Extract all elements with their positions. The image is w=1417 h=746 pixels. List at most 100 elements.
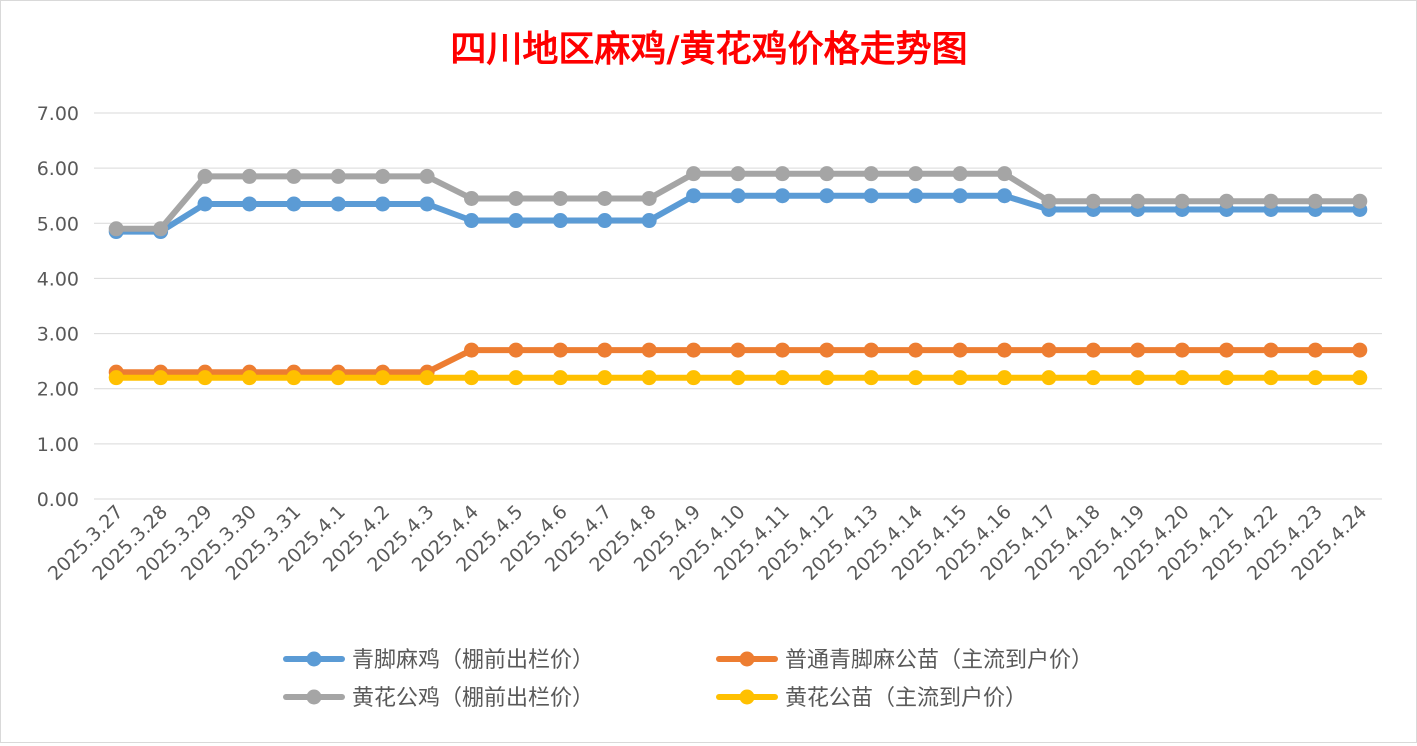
data-point (1041, 370, 1057, 386)
data-point (286, 168, 302, 184)
data-point (1263, 193, 1279, 209)
data-point (686, 188, 702, 204)
data-point (996, 188, 1012, 204)
data-point (419, 370, 435, 386)
data-point (241, 370, 257, 386)
data-point (464, 370, 480, 386)
data-point (952, 342, 968, 358)
series-group (108, 166, 1368, 386)
data-point (552, 190, 568, 206)
data-point (375, 196, 391, 212)
data-point (597, 213, 613, 229)
data-point (774, 188, 790, 204)
data-point (1307, 193, 1323, 209)
data-point (1130, 370, 1146, 386)
data-point (153, 370, 169, 386)
data-point (996, 370, 1012, 386)
data-point (1041, 342, 1057, 358)
data-point (197, 168, 213, 184)
data-point (330, 370, 346, 386)
data-point (1130, 342, 1146, 358)
data-point (108, 221, 124, 237)
data-point (641, 342, 657, 358)
data-point (863, 166, 879, 182)
data-point (330, 168, 346, 184)
data-point (1041, 193, 1057, 209)
data-point (774, 342, 790, 358)
data-point (1352, 370, 1368, 386)
data-point (641, 190, 657, 206)
data-point (686, 342, 702, 358)
data-point (464, 342, 480, 358)
data-point (286, 196, 302, 212)
y-tick-label: 3.00 (37, 324, 79, 346)
data-point (641, 370, 657, 386)
data-point (819, 370, 835, 386)
y-tick-label: 4.00 (37, 268, 79, 290)
gridlines (94, 112, 1382, 500)
data-point (286, 370, 302, 386)
data-point (1219, 193, 1235, 209)
data-point (1130, 193, 1146, 209)
data-point (330, 196, 346, 212)
chart-title: 四川地区麻鸡/黄花鸡价格走势图 (450, 29, 967, 70)
data-point (774, 166, 790, 182)
data-point (863, 370, 879, 386)
y-axis-ticks: 0.00 1.00 2.00 3.00 4.00 5.00 6.00 7.00 (37, 103, 79, 511)
legend-swatch-marker (739, 651, 755, 667)
data-point (908, 188, 924, 204)
legend: 青脚麻鸡（棚前出栏价） 普通青脚麻公苗（主流到户价） 黄花公鸡（棚前出栏价） 黄花公苗… (283, 648, 1093, 711)
legend-label: 黄花公苗（主流到户价） (785, 686, 1027, 711)
data-point (1174, 193, 1190, 209)
data-point (508, 213, 524, 229)
data-point (863, 342, 879, 358)
data-point (419, 196, 435, 212)
data-point (1085, 342, 1101, 358)
data-point (108, 370, 124, 386)
legend-label: 青脚麻鸡（棚前出栏价） (352, 648, 594, 673)
y-tick-label: 7.00 (37, 103, 79, 125)
data-point (1174, 342, 1190, 358)
data-point (686, 166, 702, 182)
legend-label: 黄花公鸡（棚前出栏价） (352, 686, 594, 711)
data-point (241, 168, 257, 184)
y-tick-label: 5.00 (37, 213, 79, 235)
data-point (597, 190, 613, 206)
data-point (597, 342, 613, 358)
data-point (686, 370, 702, 386)
data-point (419, 168, 435, 184)
data-point (153, 221, 169, 237)
data-point (1219, 370, 1235, 386)
data-point (730, 166, 746, 182)
legend-label: 普通青脚麻公苗（主流到户价） (785, 648, 1093, 673)
data-point (730, 370, 746, 386)
data-point (774, 370, 790, 386)
data-point (597, 370, 613, 386)
x-axis-ticks: 2025.3.272025.3.282025.3.292025.3.302025… (44, 501, 1372, 585)
data-point (197, 196, 213, 212)
legend-swatch-marker (306, 651, 322, 667)
data-point (952, 188, 968, 204)
data-point (819, 342, 835, 358)
data-point (1219, 342, 1235, 358)
data-point (1085, 193, 1101, 209)
data-point (908, 342, 924, 358)
data-point (197, 370, 213, 386)
data-point (952, 166, 968, 182)
data-point (552, 370, 568, 386)
data-point (863, 188, 879, 204)
data-point (241, 196, 257, 212)
y-tick-label: 2.00 (37, 379, 79, 401)
data-point (641, 213, 657, 229)
data-point (996, 342, 1012, 358)
data-point (952, 370, 968, 386)
data-point (508, 190, 524, 206)
data-point (464, 190, 480, 206)
data-point (1352, 193, 1368, 209)
data-point (1352, 342, 1368, 358)
data-point (552, 213, 568, 229)
data-point (730, 342, 746, 358)
data-point (730, 188, 746, 204)
